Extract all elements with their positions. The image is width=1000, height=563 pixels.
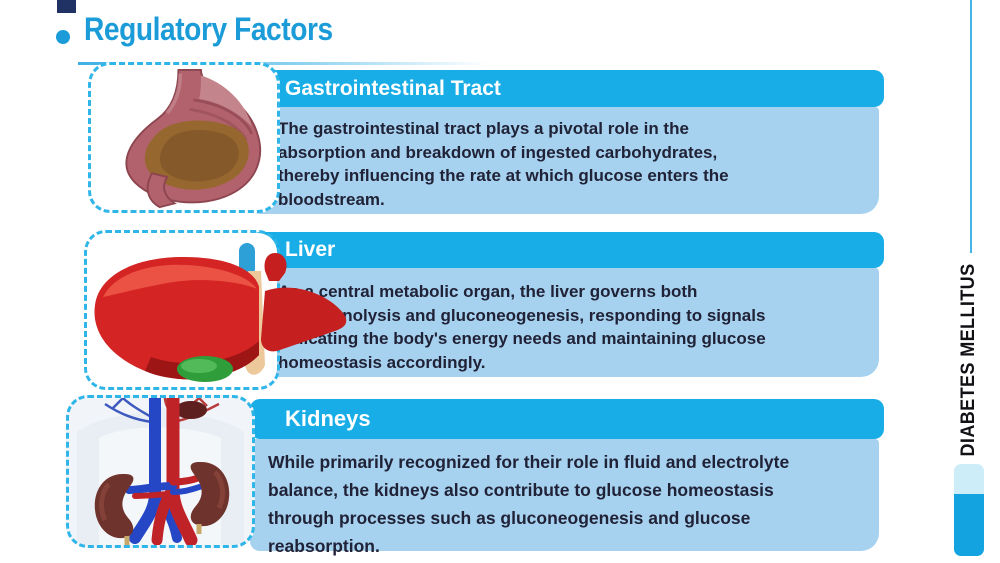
card-header-liver: Liver (250, 232, 884, 268)
side-bar-bright (954, 494, 984, 556)
card-title: Liver (285, 238, 336, 261)
liver-image (94, 243, 347, 382)
side-vertical-line (970, 0, 972, 253)
card-body-line: homeostasis accordingly. (278, 352, 486, 372)
side-label: DIABETES MELLITUS (958, 263, 979, 457)
top-edge-notch (57, 0, 76, 13)
card-body-line: balance, the kidneys also contribute to … (268, 480, 774, 500)
card-body-line: bloodstream. (278, 189, 385, 209)
card-body-line: The gastrointestinal tract plays a pivot… (278, 119, 689, 138)
card-title: Kidneys (285, 406, 371, 431)
card-body-gastrointestinal: The gastrointestinal tract plays a pivot… (250, 107, 879, 214)
card-header-gastrointestinal: Gastrointestinal Tract (250, 70, 884, 107)
card-title: Gastrointestinal Tract (285, 76, 501, 100)
bullet-icon (56, 30, 70, 44)
card-body-kidneys: While primarily recognized for their rol… (250, 439, 879, 556)
card-body-line: glycogenolysis and gluconeogenesis, resp… (278, 305, 766, 325)
card-body-line: thereby influencing the rate at which gl… (278, 166, 729, 185)
card-body-line: through processes such as gluconeogenesi… (268, 508, 751, 528)
side-bar-light (954, 464, 984, 494)
stomach-image (125, 68, 262, 209)
card-body-line: absorption and breakdown of ingested car… (278, 142, 718, 162)
card-body-line: reabsorption. (268, 536, 380, 556)
card-body-liver: As a central metabolic organ, the liver … (250, 268, 879, 377)
card-body-line: As a central metabolic organ, the liver … (278, 282, 698, 301)
card-header-kidneys: Kidneys (250, 399, 884, 439)
card-body-line: While primarily recognized for their rol… (268, 452, 790, 472)
stomach-image-box (88, 62, 280, 213)
kidneys-image-box (66, 395, 255, 548)
title-underline (78, 62, 488, 65)
kidneys-image (77, 398, 244, 545)
liver-image-box (84, 230, 347, 390)
card-body-line: indicating the body's energy needs and m… (278, 329, 766, 348)
page-title: Regulatory Factors (84, 11, 333, 47)
